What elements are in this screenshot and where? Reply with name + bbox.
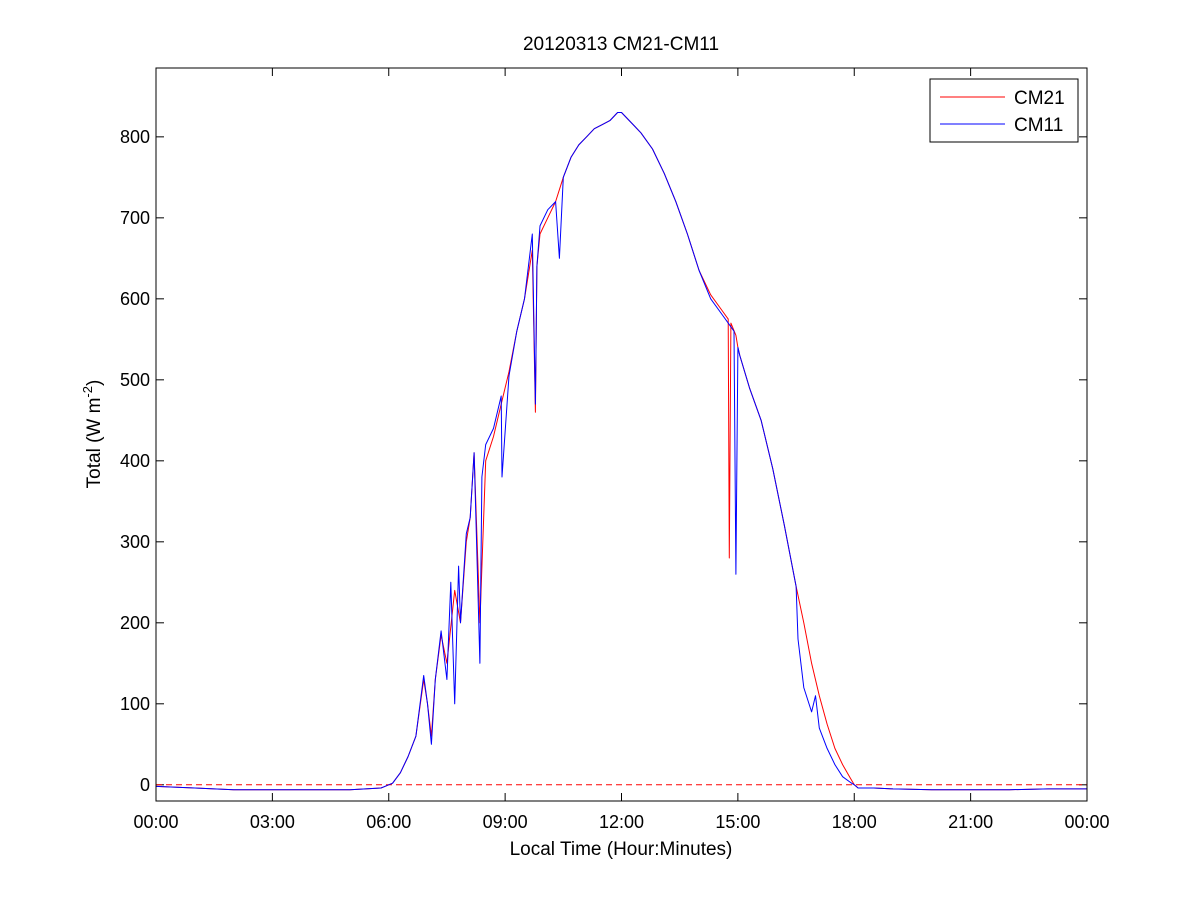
y-tick-label: 600: [120, 289, 150, 309]
legend: CM21 CM11: [929, 78, 1079, 143]
y-axis-label-superscript: -2: [80, 386, 95, 398]
svg-text:Total (W m-2): Total (W m-2): [80, 380, 105, 489]
y-tick-label: 700: [120, 208, 150, 228]
legend-label-cm21: CM21: [1014, 88, 1065, 109]
y-tick-label: 300: [120, 532, 150, 552]
x-tick-label: 03:00: [250, 812, 295, 832]
x-tick-label: 09:00: [483, 812, 528, 832]
legend-box: [929, 78, 1079, 143]
y-axis-label: Total (W m-2): [80, 380, 105, 489]
axis-ticks: 00:00 03:00 06:00 09:00 12:00 15:00 18:00 21:00…: [120, 68, 1110, 832]
x-tick-label: 15:00: [715, 812, 760, 832]
y-axis-label-tail: ): [84, 380, 105, 386]
y-axis-label-main: Total (W m: [84, 398, 105, 489]
y-tick-label: 400: [120, 451, 150, 471]
x-tick-label: 18:00: [832, 812, 877, 832]
x-tick-label: 00:00: [133, 812, 178, 832]
x-tick-label: 12:00: [599, 812, 644, 832]
x-tick-label: 00:00: [1064, 812, 1109, 832]
x-axis-label: Local Time (Hour:Minutes): [510, 839, 733, 860]
axes-frame: [155, 67, 1088, 802]
x-tick-label: 06:00: [366, 812, 411, 832]
x-tick-label: 21:00: [948, 812, 993, 832]
y-tick-label: 100: [120, 694, 150, 714]
plot-area: [155, 112, 1087, 791]
chart-title: 20120313 CM21-CM11: [523, 34, 719, 55]
y-tick-label: 0: [140, 775, 150, 795]
y-tick-label: 800: [120, 127, 150, 147]
y-tick-label: 200: [120, 613, 150, 633]
legend-label-cm11: CM11: [1014, 115, 1063, 136]
y-tick-label: 500: [120, 370, 150, 390]
series-line-cm11: [155, 112, 1087, 791]
